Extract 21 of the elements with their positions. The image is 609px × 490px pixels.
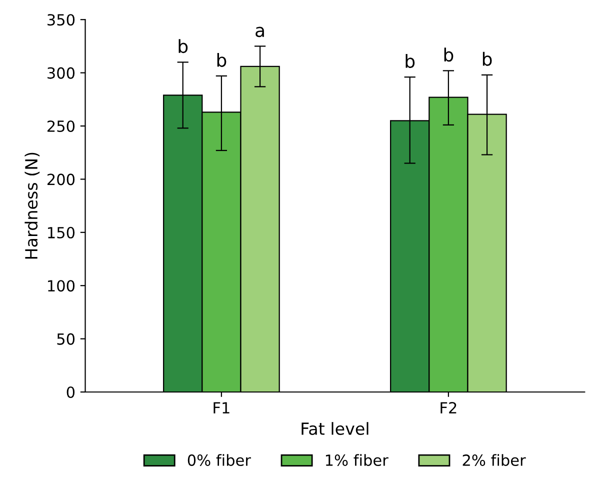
x-tick-label: F1	[214, 402, 230, 414]
y-tick-label: 50	[57, 333, 75, 345]
y-tick-label: 350	[48, 14, 75, 26]
y-tick-label: 100	[48, 280, 75, 292]
annotation: b	[444, 48, 454, 62]
y-tick-label: 200	[47, 174, 75, 186]
y-tick-label: 300	[48, 67, 75, 79]
y-tick-label: 0	[66, 386, 75, 398]
x-tick-label: F2	[440, 402, 456, 414]
y-tick-label: 150	[48, 226, 75, 238]
legend-label: 2% fiber	[462, 454, 526, 466]
y-tick-label: 250	[47, 120, 75, 132]
legend-label: 0% fiber	[188, 454, 251, 466]
annotation: b	[482, 52, 492, 66]
x-axis-title: Fat level	[302, 422, 368, 435]
annotation: b	[406, 54, 415, 68]
y-axis-title: Hardness (N)	[24, 152, 40, 259]
annotation: b	[217, 52, 226, 67]
annotation: b	[178, 39, 188, 54]
annotation: a	[256, 26, 264, 38]
legend-label: 1% fiber	[326, 454, 388, 466]
